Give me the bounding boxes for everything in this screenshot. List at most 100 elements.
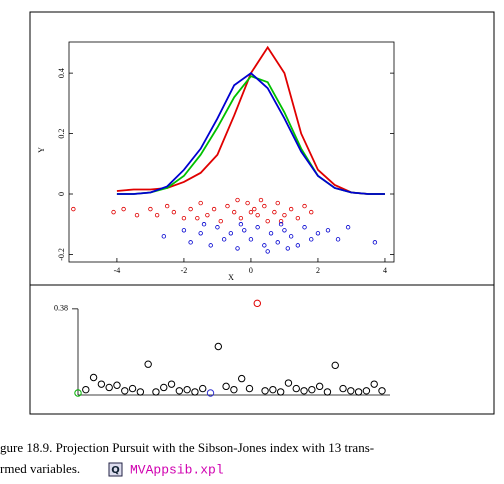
scatter-point xyxy=(272,209,277,215)
scatter-point xyxy=(161,234,167,239)
index-point xyxy=(113,381,121,389)
x-tick-label: -4 xyxy=(114,266,121,275)
scatter-point xyxy=(372,240,378,245)
index-point xyxy=(175,387,184,395)
link[interactable]: MVAppsib.xpl xyxy=(130,462,224,477)
index-point xyxy=(315,382,324,391)
y-tick-label: 0.38 xyxy=(54,304,68,313)
scatter-point xyxy=(148,206,153,212)
scatter-point xyxy=(71,206,76,212)
scatter-point xyxy=(345,225,351,230)
scatter-point xyxy=(134,212,140,218)
scatter-point xyxy=(201,222,207,227)
index-point xyxy=(269,385,277,394)
y-tick-label: 0.4 xyxy=(57,68,66,78)
caption-line: gure 18.9. Projection Pursuit with the S… xyxy=(0,440,374,455)
y-tick-label: -0.2 xyxy=(57,248,66,261)
scatter-point xyxy=(188,206,193,212)
scatter-point xyxy=(218,219,223,224)
y-tick-label: 0.2 xyxy=(57,129,66,139)
scatter-point xyxy=(181,228,187,233)
x-tick-label: 4 xyxy=(383,266,387,275)
scatter-point xyxy=(325,228,331,233)
x-tick-label: -2 xyxy=(181,266,188,275)
scatter-point xyxy=(238,215,244,221)
density-curve xyxy=(116,75,385,195)
scatter-point xyxy=(225,203,230,209)
density-curve xyxy=(116,71,385,195)
scatter-point xyxy=(278,222,284,227)
scatter-point xyxy=(238,222,244,227)
index-point xyxy=(261,387,269,395)
scatter-point xyxy=(285,246,290,251)
x-tick-label: 0 xyxy=(249,266,253,275)
index-point xyxy=(183,385,191,394)
scatter-point xyxy=(235,197,240,203)
scatter-point xyxy=(255,212,260,218)
scatter-point xyxy=(205,212,210,218)
scatter-point xyxy=(228,231,234,236)
scatter-point xyxy=(282,228,287,233)
index-point xyxy=(339,384,347,393)
x-axis-label: X xyxy=(228,273,234,282)
scatter-point xyxy=(282,212,287,218)
scatter-point xyxy=(302,225,307,230)
scatter-point xyxy=(262,203,267,209)
scatter-point xyxy=(242,228,247,233)
scatter-point xyxy=(268,231,274,236)
scatter-point xyxy=(265,249,270,254)
scatter-point xyxy=(248,209,254,215)
index-point xyxy=(128,384,137,393)
scatter-point xyxy=(111,209,116,215)
scatter-point xyxy=(235,246,240,251)
scatter-point xyxy=(309,209,314,215)
scatter-point xyxy=(215,225,220,230)
scatter-point xyxy=(265,219,270,224)
index-point xyxy=(167,380,176,388)
scatter-point xyxy=(211,206,217,212)
index-point xyxy=(292,384,300,393)
scatter-point xyxy=(231,209,237,215)
scatter-point xyxy=(181,215,187,221)
scatter-point xyxy=(121,206,126,212)
scatter-point xyxy=(275,200,280,206)
scatter-point xyxy=(252,206,257,212)
scatter-point xyxy=(248,237,254,242)
index-point xyxy=(160,383,168,392)
index-point xyxy=(362,387,371,395)
index-point xyxy=(222,382,230,391)
scatter-point xyxy=(315,231,321,236)
y-tick-label: 0 xyxy=(57,192,66,196)
index-point xyxy=(308,385,316,394)
index-point xyxy=(191,388,199,396)
scatter-point xyxy=(195,215,200,221)
index-point xyxy=(230,385,238,394)
icon-letter: Q xyxy=(111,465,120,476)
scatter-point xyxy=(255,225,260,230)
index-point xyxy=(370,380,378,388)
index-point xyxy=(136,388,145,396)
scatter-point xyxy=(171,209,177,215)
scatter-point xyxy=(278,219,284,224)
plot-frame xyxy=(68,41,395,263)
index-point xyxy=(284,379,293,387)
index-point xyxy=(253,299,261,308)
index-point xyxy=(89,373,98,382)
index-point xyxy=(378,387,386,395)
figure-frame xyxy=(29,11,495,415)
scatter-point xyxy=(288,206,294,212)
scatter-point xyxy=(245,200,250,206)
index-point xyxy=(144,360,152,368)
scatter-point xyxy=(164,203,170,209)
index-point xyxy=(323,388,332,396)
icon xyxy=(108,462,123,477)
index-point xyxy=(97,380,106,388)
y-axis-label: Y xyxy=(37,147,46,153)
scatter-point xyxy=(309,237,314,242)
index-point xyxy=(82,385,90,394)
scatter-point xyxy=(198,231,203,236)
scatter-point xyxy=(188,240,193,245)
index-point xyxy=(245,384,254,393)
x-tick-label: 2 xyxy=(316,266,320,275)
